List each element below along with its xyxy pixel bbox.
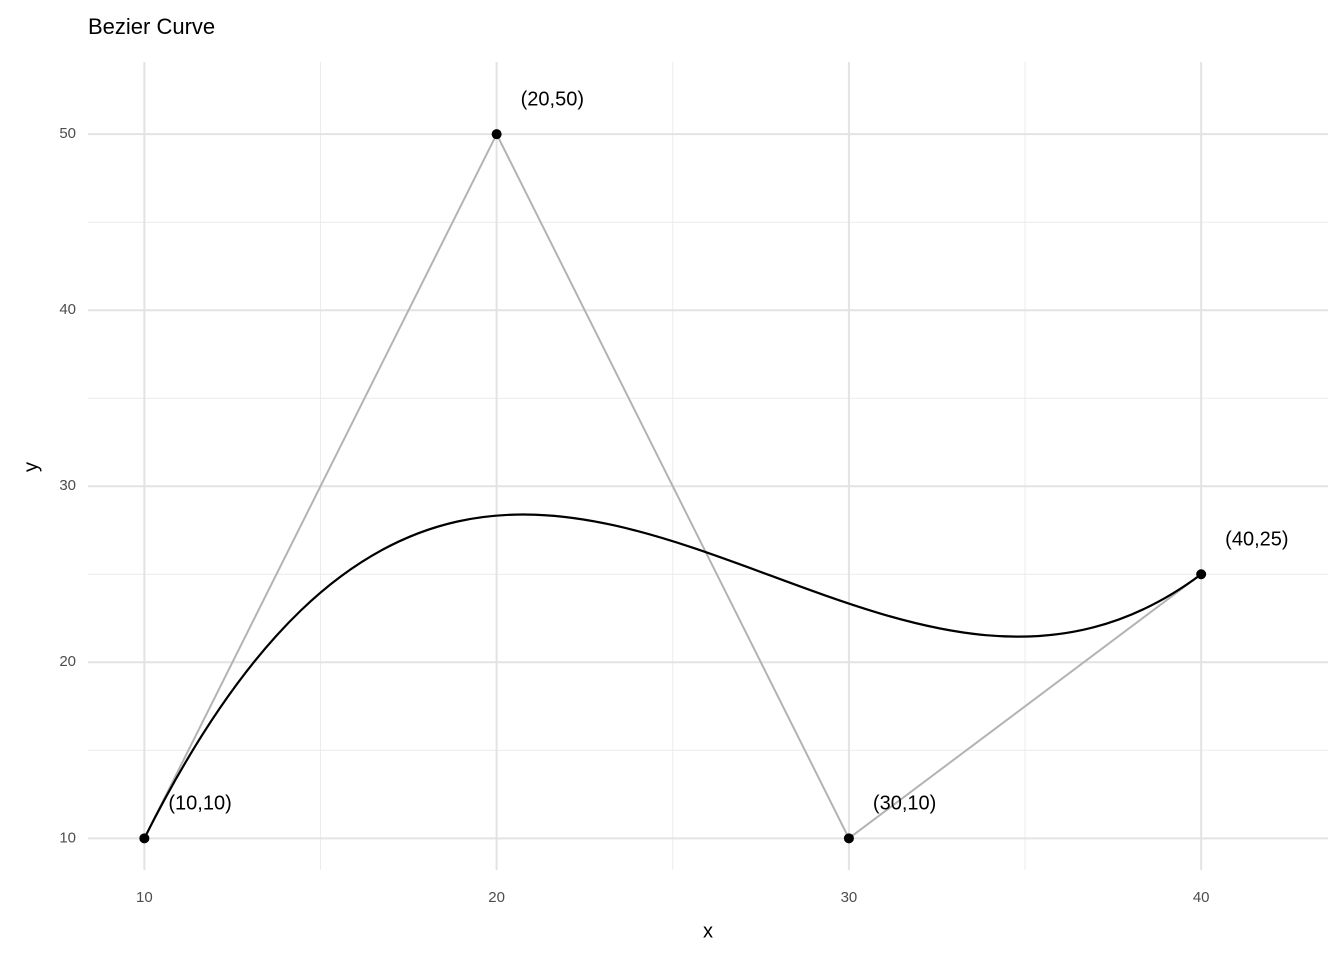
y-tick-label: 10 xyxy=(59,829,76,846)
point-label: (20,50) xyxy=(521,88,584,110)
x-tick-label: 40 xyxy=(1193,889,1210,906)
x-tick-label: 30 xyxy=(841,889,858,906)
control-polygon xyxy=(143,131,1202,840)
point-label: (30,10) xyxy=(873,793,936,815)
x-axis-title: x xyxy=(703,920,713,942)
y-tick-label: 40 xyxy=(59,301,76,318)
point-label: (40,25) xyxy=(1225,529,1288,551)
control-point xyxy=(843,833,854,844)
control-point xyxy=(491,129,502,140)
y-tick-label: 30 xyxy=(59,477,76,494)
point-label: (10,10) xyxy=(168,793,231,815)
control-point xyxy=(139,833,150,844)
x-tick-label: 10 xyxy=(136,889,153,906)
y-axis-title: y xyxy=(20,462,42,472)
chart-title: Bezier Curve xyxy=(88,14,215,39)
control-point xyxy=(1196,569,1207,580)
y-tick-label: 50 xyxy=(59,125,76,142)
y-tick-label: 20 xyxy=(59,653,76,670)
x-tick-label: 20 xyxy=(488,889,505,906)
bezier-curve xyxy=(143,513,1202,839)
